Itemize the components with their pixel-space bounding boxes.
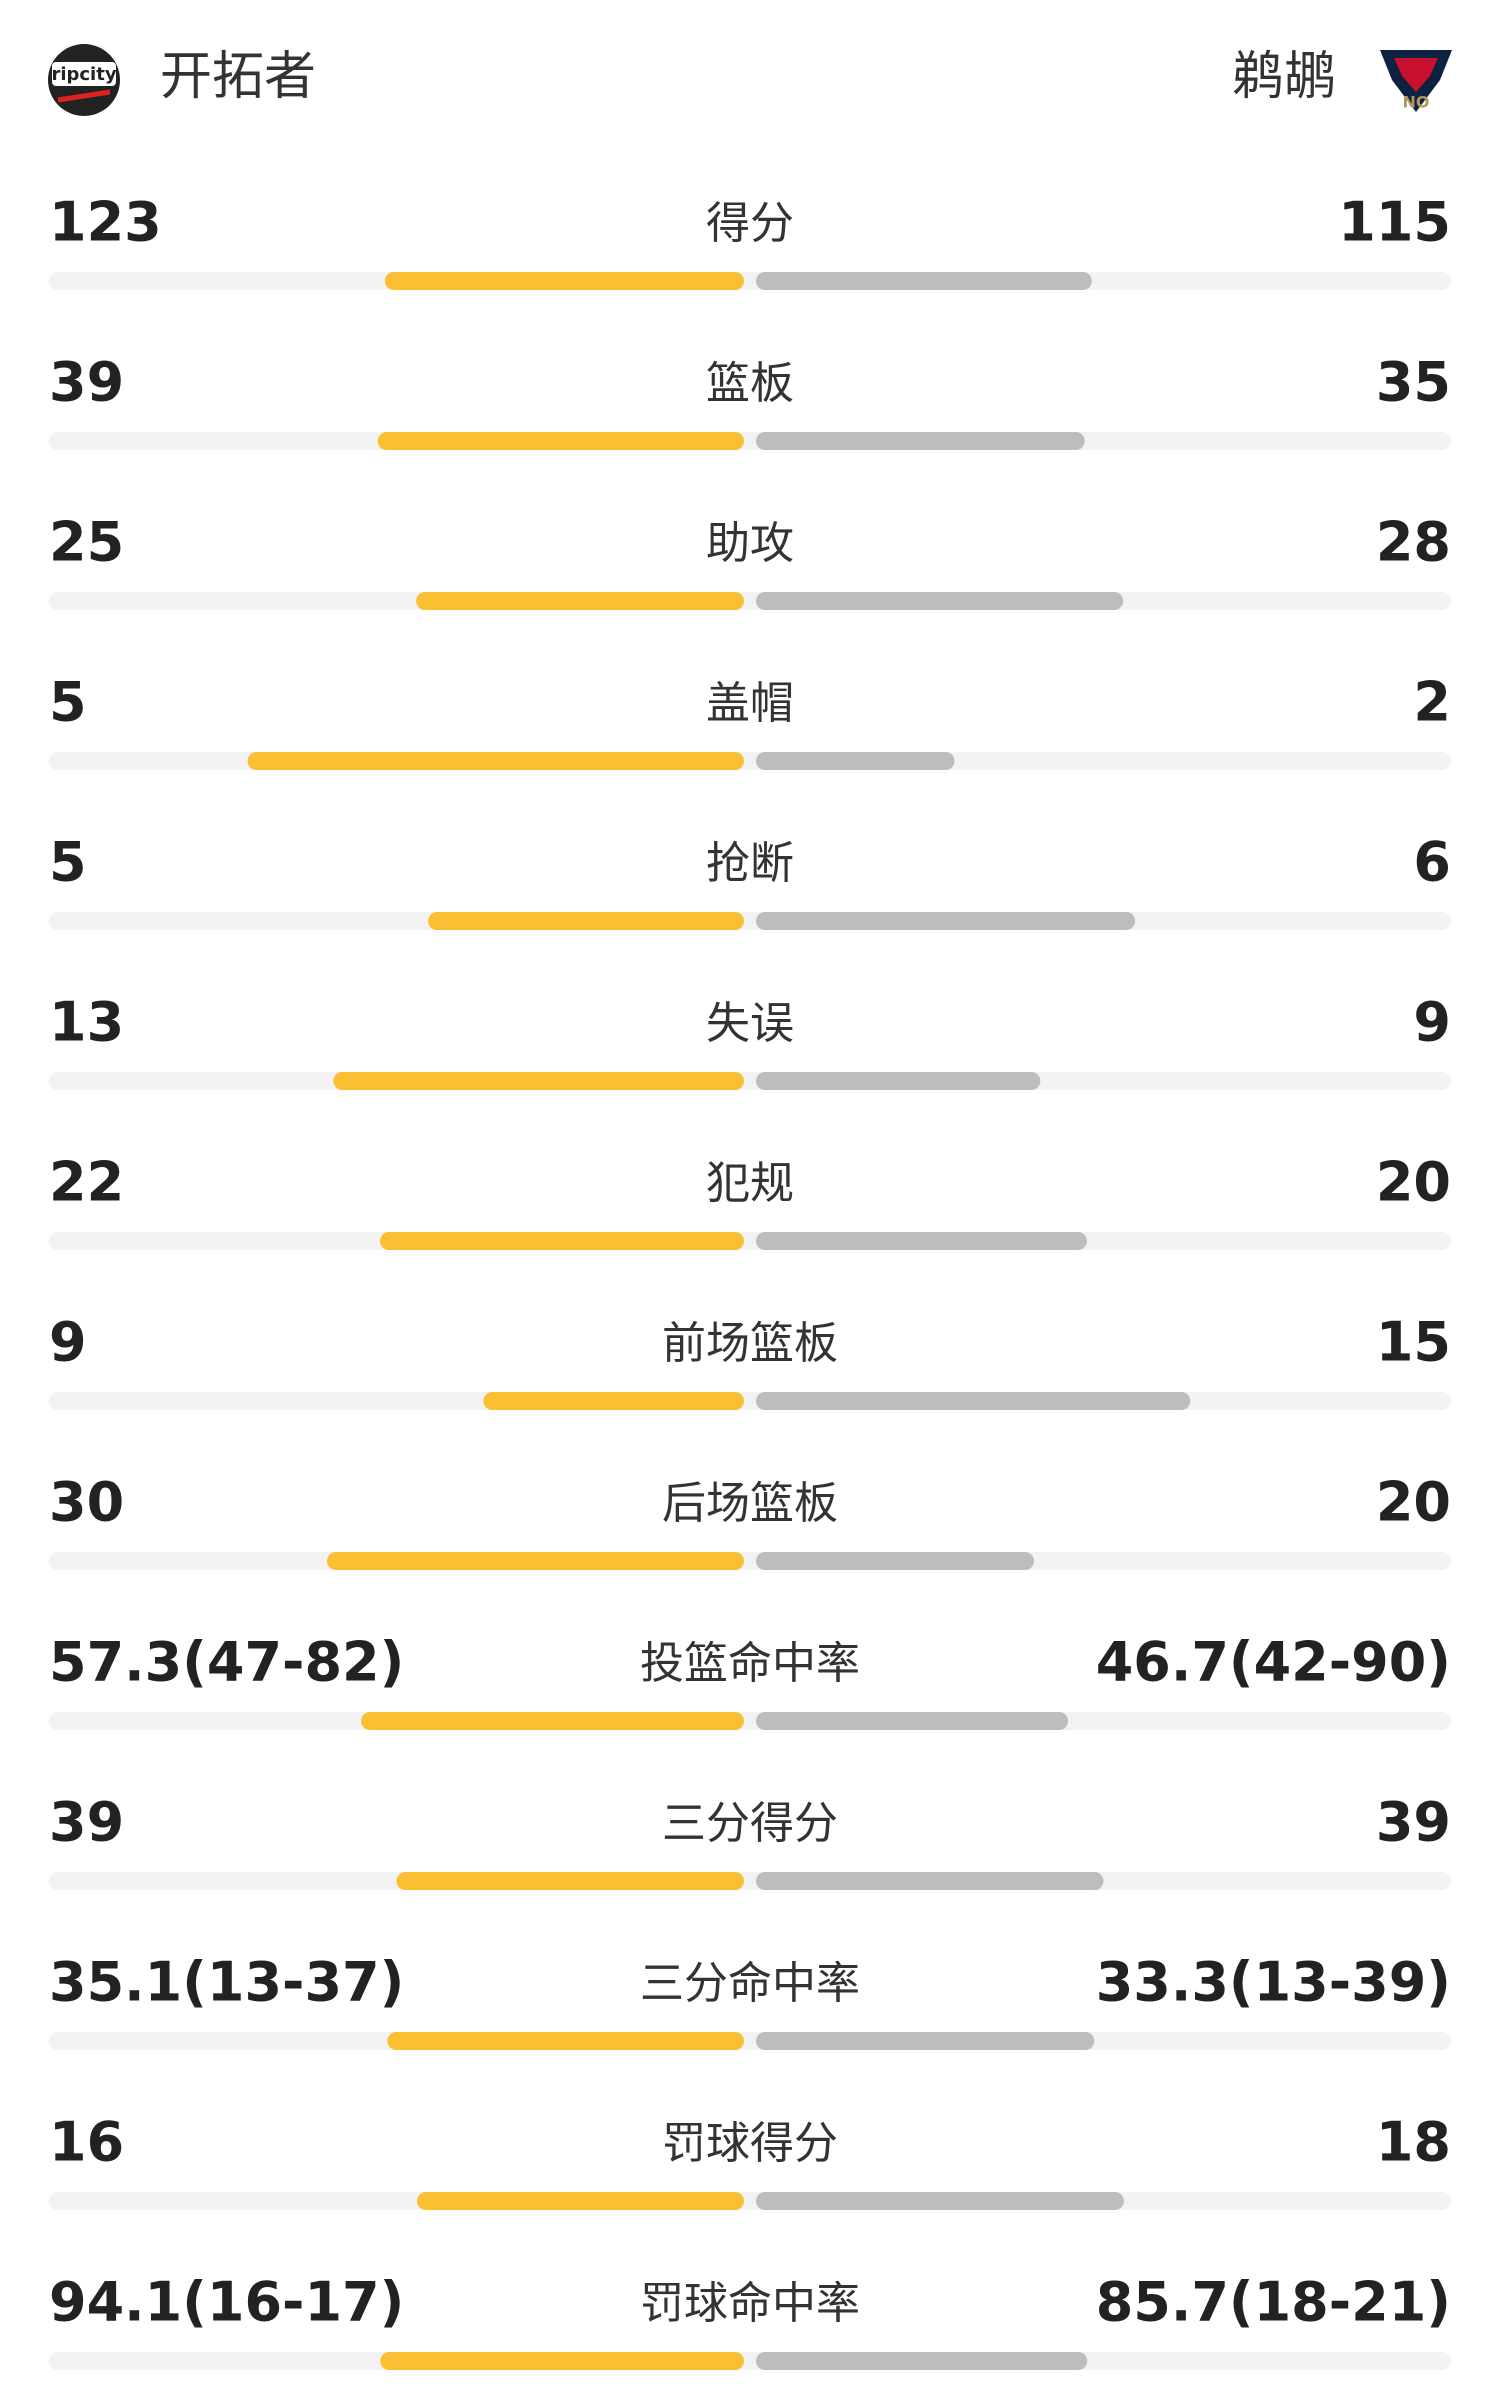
stat-label: 失误 [706, 998, 794, 1049]
away-value: 85.7(18-21) [1096, 2271, 1451, 2334]
away-bar [756, 1392, 1191, 1410]
stat-label: 罚球得分 [662, 2118, 838, 2169]
away-value: 20 [1376, 1151, 1451, 1214]
home-bar [428, 912, 744, 930]
home-value: 22 [49, 1151, 124, 1214]
away-value: 18 [1376, 2111, 1451, 2174]
away-value: 46.7(42-90) [1096, 1631, 1451, 1694]
home-value: 5 [49, 831, 87, 894]
bar-track [49, 1072, 1451, 1090]
away-bar [756, 2192, 1124, 2210]
away-value: 39 [1376, 1791, 1451, 1854]
away-value: 33.3(13-39) [1096, 1951, 1451, 2014]
away-bar [756, 1232, 1087, 1250]
bar-track [49, 1392, 1451, 1410]
stat-label: 犯规 [706, 1158, 794, 1209]
away-bar [756, 2032, 1095, 2050]
home-value: 9 [49, 1311, 87, 1374]
stat-label: 三分得分 [662, 1798, 838, 1849]
bar-track [49, 912, 1451, 930]
home-value: 13 [49, 991, 124, 1054]
home-value: 57.3(47-82) [49, 1631, 404, 1694]
away-value: 6 [1413, 831, 1451, 894]
stat-label: 三分命中率 [640, 1958, 860, 2009]
bar-track [49, 1872, 1451, 1890]
away-value: 115 [1338, 191, 1451, 254]
home-bar [247, 752, 745, 770]
stat-label: 罚球命中率 [640, 2278, 860, 2329]
away-logo: NO [1380, 50, 1452, 112]
away-value: 2 [1413, 671, 1451, 734]
bar-track [49, 272, 1451, 290]
bar-track [49, 1232, 1451, 1250]
home-team: 开拓者 [160, 47, 316, 107]
away-value: 28 [1376, 511, 1451, 574]
away-team: 鹈鹕 [1232, 47, 1336, 107]
bar-track [49, 432, 1451, 450]
home-logo: ripcity [48, 44, 120, 116]
svg-text:NO: NO [1403, 93, 1430, 112]
away-value: 15 [1376, 1311, 1451, 1374]
home-value: 94.1(16-17) [49, 2271, 404, 2334]
home-bar [361, 1712, 744, 1730]
stat-label: 投篮命中率 [640, 1638, 860, 1689]
home-value: 30 [49, 1471, 124, 1534]
home-value: 25 [49, 511, 124, 574]
home-bar [416, 2192, 744, 2210]
home-value: 39 [49, 1791, 124, 1854]
bar-track [49, 1712, 1451, 1730]
stat-label: 前场篮板 [662, 1318, 838, 1369]
away-value: 9 [1413, 991, 1451, 1054]
away-bar [756, 912, 1136, 930]
home-bar [483, 1392, 744, 1410]
home-bar [384, 272, 744, 290]
home-value: 16 [49, 2111, 124, 2174]
bar-track [49, 2032, 1451, 2050]
stat-label: 后场篮板 [662, 1478, 838, 1529]
home-bar [377, 432, 744, 450]
svg-text:ripcity: ripcity [51, 64, 116, 85]
home-bar [387, 2032, 744, 2050]
away-bar [756, 1712, 1069, 1730]
away-bar [756, 432, 1085, 450]
stat-label: 盖帽 [706, 678, 794, 729]
away-value: 20 [1376, 1471, 1451, 1534]
home-value: 39 [49, 351, 124, 414]
home-bar [333, 1072, 744, 1090]
away-bar [756, 272, 1092, 290]
bar-track [49, 592, 1451, 610]
away-bar [756, 1072, 1041, 1090]
bar-track [49, 1552, 1451, 1570]
away-value: 35 [1376, 351, 1451, 414]
away-bar [756, 1872, 1104, 1890]
home-bar [396, 1872, 744, 1890]
home-bar [380, 2352, 744, 2370]
away-bar [756, 1552, 1034, 1570]
stat-label: 助攻 [706, 518, 794, 569]
home-value: 123 [49, 191, 162, 254]
home-value: 35.1(13-37) [49, 1951, 404, 2014]
stat-label: 篮板 [706, 358, 794, 409]
home-bar [327, 1552, 744, 1570]
stat-label: 抢断 [706, 838, 794, 889]
home-bar [379, 1232, 744, 1250]
home-bar [416, 592, 744, 610]
bar-track [49, 2192, 1451, 2210]
home-value: 5 [49, 671, 87, 734]
bar-track [49, 2352, 1451, 2370]
stat-label: 得分 [706, 198, 794, 249]
away-bar [756, 592, 1124, 610]
away-bar [756, 2352, 1088, 2370]
away-bar [756, 752, 955, 770]
